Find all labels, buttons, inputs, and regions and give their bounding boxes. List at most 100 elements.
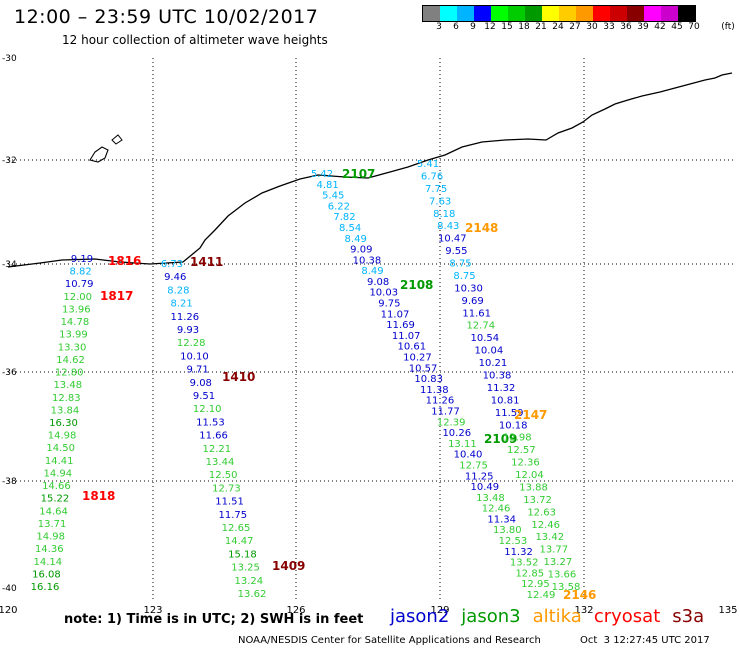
wave-height-value: 16.08 bbox=[32, 569, 61, 580]
wave-height-value: 10.54 bbox=[471, 333, 500, 344]
wave-height-value: 12.95 bbox=[521, 579, 550, 590]
wave-height-value: 9.71 bbox=[186, 365, 208, 376]
wave-height-value: 10.49 bbox=[471, 482, 500, 493]
wave-height-value: 8.82 bbox=[69, 267, 91, 278]
legend-label: 33 bbox=[603, 22, 615, 32]
pass-time-label: 1411 bbox=[190, 255, 223, 269]
wave-height-value: 12.65 bbox=[222, 523, 251, 534]
wave-height-value: 6.22 bbox=[328, 201, 350, 212]
wave-height-value: 10.26 bbox=[442, 428, 471, 439]
wave-height-value: 11.61 bbox=[462, 308, 491, 319]
satellite-altika: altika bbox=[532, 606, 582, 627]
wave-height-value: 8.18 bbox=[433, 209, 455, 220]
wave-height-value: 12.85 bbox=[515, 568, 544, 579]
wave-height-value: 10.79 bbox=[65, 279, 94, 290]
wave-height-value: 8.21 bbox=[170, 299, 192, 310]
map-title: 12:00 – 23:59 UTC 10/02/2017 bbox=[14, 6, 319, 28]
wave-height-value: 11.77 bbox=[431, 406, 460, 417]
satellite-legend: jason2 jason3 altika cryosat s3a bbox=[390, 606, 704, 627]
lon-label: 129 bbox=[430, 605, 449, 616]
lon-label: 135 bbox=[718, 605, 737, 616]
wave-height-value: 12.39 bbox=[437, 417, 466, 428]
wave-height-value: 8.49 bbox=[361, 266, 383, 277]
wave-height-value: 10.38 bbox=[353, 255, 382, 266]
wave-height-value: 14.64 bbox=[39, 506, 68, 517]
wave-height-value: 11.34 bbox=[487, 514, 516, 525]
wave-height-value: 9.08 bbox=[367, 277, 389, 288]
lat-label: -32 bbox=[2, 156, 17, 166]
legend-swatch bbox=[576, 6, 593, 21]
wave-height-value: 9.55 bbox=[445, 246, 467, 257]
wave-height-value: 12.00 bbox=[63, 292, 92, 303]
wave-height-value: 11.51 bbox=[215, 497, 244, 508]
wave-height-value: 13.11 bbox=[448, 439, 477, 450]
pass-time-label: 1818 bbox=[82, 489, 115, 503]
wave-height-value: 15.18 bbox=[228, 549, 257, 560]
wave-height-value: 11.53 bbox=[196, 417, 225, 428]
wave-height-value: 10.83 bbox=[414, 374, 443, 385]
wave-height-value: 6.73 bbox=[161, 259, 183, 270]
wave-height-value: 13.80 bbox=[493, 525, 522, 536]
wave-height-value: 11.07 bbox=[392, 331, 421, 342]
wave-height-value: 6.76 bbox=[421, 171, 443, 182]
wave-height-value: 13.72 bbox=[523, 495, 552, 506]
wave-height-value: 13.62 bbox=[238, 589, 267, 600]
legend-label: 6 bbox=[453, 22, 459, 32]
wave-height-value: 13.25 bbox=[231, 563, 260, 574]
satellite-cryosat: cryosat bbox=[593, 606, 661, 627]
wave-height-value: 10.57 bbox=[409, 363, 438, 374]
legend-swatch bbox=[423, 6, 440, 21]
wave-height-value: 8.54 bbox=[339, 223, 361, 234]
wave-height-value: 7.63 bbox=[429, 196, 451, 207]
wave-height-value: 13.71 bbox=[38, 519, 67, 530]
wave-height-value: 13.58 bbox=[552, 582, 581, 593]
wave-height-value: 13.48 bbox=[53, 380, 82, 391]
legend-swatch bbox=[610, 6, 627, 21]
wave-height-value: 13.27 bbox=[544, 557, 573, 568]
legend-label: 45 bbox=[671, 22, 683, 32]
wave-height-value: 11.66 bbox=[199, 431, 228, 442]
legend-swatch bbox=[440, 6, 457, 21]
legend-label: 27 bbox=[569, 22, 581, 32]
wave-height-value: 11.59 bbox=[495, 408, 524, 419]
wave-height-value: 13.99 bbox=[59, 330, 88, 341]
island bbox=[89, 146, 109, 163]
wave-height-value: 8.75 bbox=[453, 271, 475, 282]
legend-label: 9 bbox=[470, 22, 476, 32]
wave-height-value: 14.14 bbox=[34, 557, 63, 568]
legend-swatch bbox=[491, 6, 508, 21]
wave-height-value: 7.82 bbox=[333, 212, 355, 223]
wave-height-value: 12.46 bbox=[531, 520, 560, 531]
wave-height-value: 14.78 bbox=[61, 317, 90, 328]
units-note: note: 1) Time is in UTC; 2) SWH is in fe… bbox=[64, 612, 364, 627]
legend-swatch bbox=[678, 6, 695, 21]
wave-height-value: 5.41 bbox=[417, 159, 439, 170]
wave-height-value: 12.83 bbox=[52, 393, 81, 404]
legend-swatch bbox=[593, 6, 610, 21]
wave-height-value: 9.93 bbox=[177, 325, 199, 336]
legend-swatch bbox=[542, 6, 559, 21]
wave-height-value: 14.36 bbox=[35, 544, 64, 555]
wave-height-value: 7.75 bbox=[425, 184, 447, 195]
wave-height-value: 11.38 bbox=[420, 385, 449, 396]
legend-label: 3 bbox=[436, 22, 442, 32]
wave-height-value: 10.61 bbox=[398, 342, 427, 353]
legend-swatch bbox=[525, 6, 542, 21]
legend-label: 30 bbox=[586, 22, 598, 32]
wave-height-value: 11.32 bbox=[487, 383, 516, 394]
lat-label: -34 bbox=[2, 260, 17, 270]
pass-time-label: 2146 bbox=[563, 588, 596, 602]
wave-height-value: 12.04 bbox=[515, 470, 544, 481]
wave-height-value: 13.42 bbox=[535, 532, 564, 543]
legend-label: (ft) bbox=[721, 22, 735, 32]
wave-height-value: 11.32 bbox=[504, 547, 533, 558]
color-legend bbox=[422, 5, 696, 22]
map-subtitle: 12 hour collection of altimeter wave hei… bbox=[62, 33, 328, 47]
wave-height-value: 11.25 bbox=[465, 471, 494, 482]
legend-label: 15 bbox=[501, 22, 513, 32]
lat-label: -30 bbox=[2, 54, 17, 64]
legend-swatch bbox=[644, 6, 661, 21]
wave-height-value: 14.50 bbox=[46, 443, 75, 454]
legend-label: 70 bbox=[688, 22, 700, 32]
